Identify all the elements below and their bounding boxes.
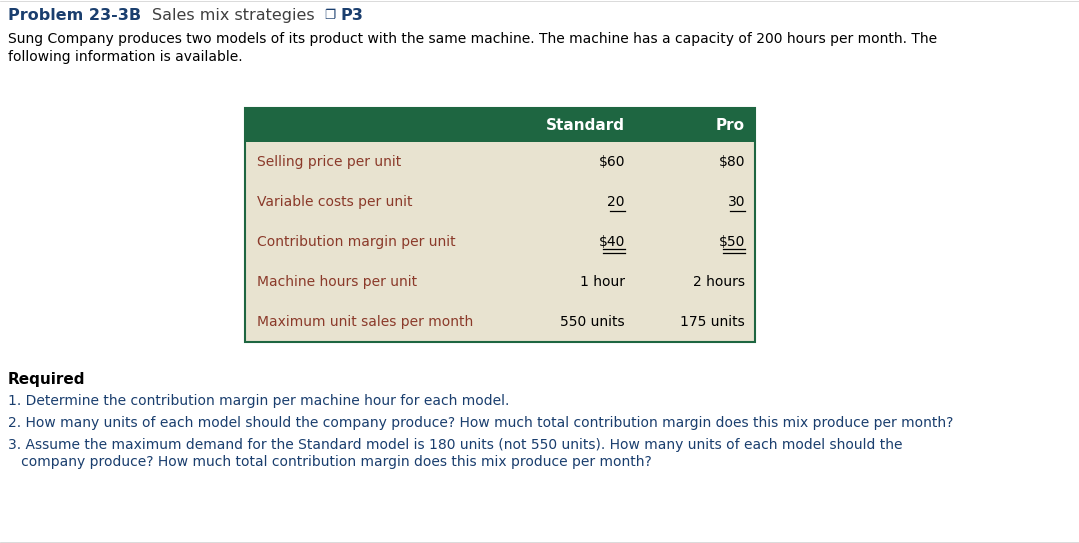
Text: Contribution margin per unit: Contribution margin per unit: [257, 235, 455, 249]
Bar: [245, 108, 755, 142]
Bar: [245, 302, 755, 342]
Text: $60: $60: [599, 155, 625, 169]
Text: 30: 30: [727, 195, 745, 209]
Text: Required: Required: [8, 372, 85, 387]
Text: Pro: Pro: [716, 117, 745, 132]
Text: Selling price per unit: Selling price per unit: [257, 155, 401, 169]
Text: $40: $40: [599, 235, 625, 249]
Text: 175 units: 175 units: [680, 315, 745, 329]
Text: $50: $50: [719, 235, 745, 249]
Text: Maximum unit sales per month: Maximum unit sales per month: [257, 315, 474, 329]
Text: company produce? How much total contribution margin does this mix produce per mo: company produce? How much total contribu…: [8, 455, 652, 469]
Bar: [245, 142, 755, 182]
Bar: [245, 222, 755, 262]
Bar: [245, 262, 755, 302]
Text: 550 units: 550 units: [560, 315, 625, 329]
Text: 1 hour: 1 hour: [581, 275, 625, 289]
Text: ❐: ❐: [324, 9, 336, 22]
Text: 2. How many units of each model should the company produce? How much total contr: 2. How many units of each model should t…: [8, 416, 954, 430]
Bar: [245, 182, 755, 222]
Text: 20: 20: [607, 195, 625, 209]
Text: Sung Company produces two models of its product with the same machine. The machi: Sung Company produces two models of its …: [8, 32, 938, 46]
Text: Standard: Standard: [546, 117, 625, 132]
Text: Problem 23-3B: Problem 23-3B: [8, 8, 141, 23]
Text: 2 hours: 2 hours: [693, 275, 745, 289]
Text: Sales mix strategies: Sales mix strategies: [152, 8, 315, 23]
Text: $80: $80: [719, 155, 745, 169]
Text: P3: P3: [340, 8, 363, 23]
Text: 1. Determine the contribution margin per machine hour for each model.: 1. Determine the contribution margin per…: [8, 394, 509, 408]
Text: Variable costs per unit: Variable costs per unit: [257, 195, 412, 209]
Bar: [245, 108, 755, 342]
Text: following information is available.: following information is available.: [8, 50, 243, 64]
Text: 3. Assume the maximum demand for the Standard model is 180 units (not 550 units): 3. Assume the maximum demand for the Sta…: [8, 438, 902, 452]
Text: Machine hours per unit: Machine hours per unit: [257, 275, 418, 289]
